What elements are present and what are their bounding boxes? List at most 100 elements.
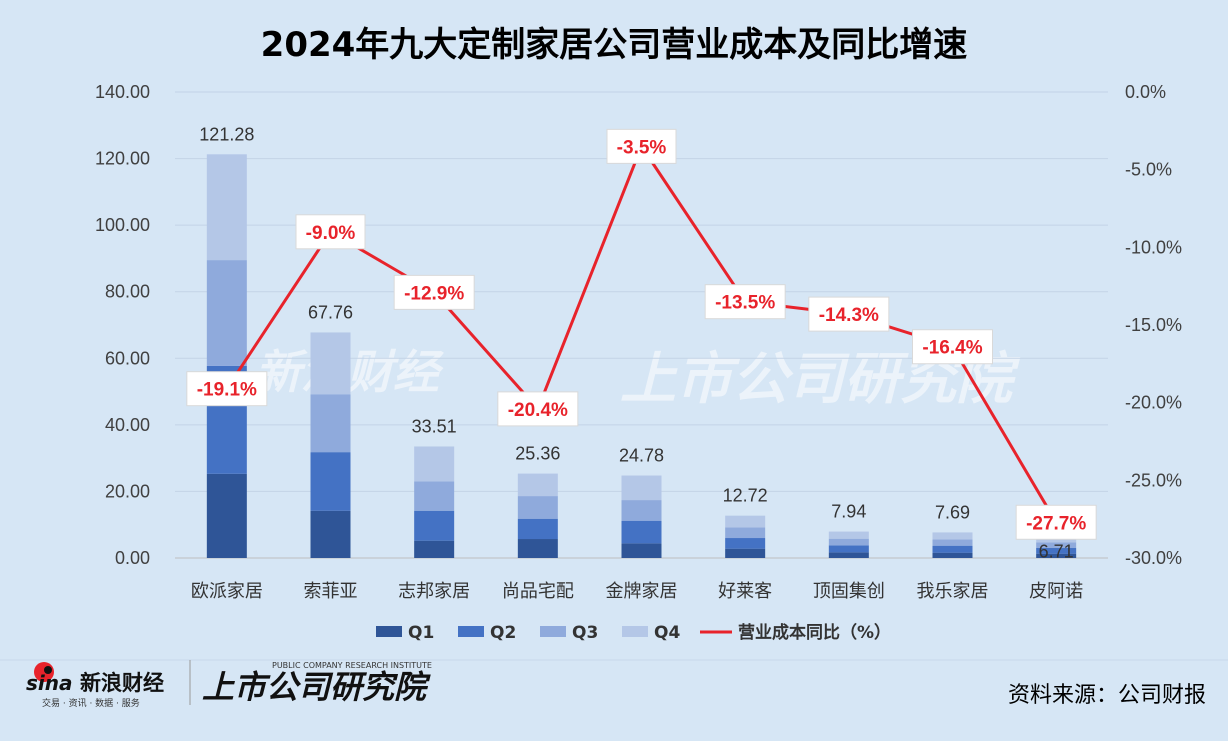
y-right-tick-label: -15.0% [1125,315,1182,335]
y-left-tick-label: 60.00 [105,348,150,368]
bar-segment-q4 [517,473,558,497]
bar-segment-q3 [828,538,869,546]
sina-pupil-icon [44,666,52,674]
bar-total-label: 12.72 [723,486,768,506]
bar-segment-q4 [725,515,766,528]
yoy-data-label: -13.5% [715,293,775,314]
bar-segment-q1 [1036,553,1077,558]
x-category-label: 欧派家居 [191,581,263,602]
bar-segment-q2 [828,545,869,553]
y-axis-left: 0.00 20.00 40.00 60.00 80.00 100.00 120.00 140.… [95,82,150,568]
source-note: 资料来源：公司财报 [1008,683,1206,708]
legend-label: Q4 [654,623,680,643]
y-right-tick-label: 0.0% [1125,82,1166,102]
institute-logo: 上市公司研究院 PUBLIC COMPANY RESEARCH INSTITUT… [202,661,432,706]
legend-label: Q1 [408,623,434,643]
bar-total-label: 25.36 [515,444,560,464]
sina-logo-sub: 交易 · 资讯 · 数据 · 服务 [42,697,140,709]
bar-segment-q3 [932,539,973,546]
y-right-tick-label: -30.0% [1125,548,1182,568]
bar-totals: 121.28 67.76 33.51 25.36 24.78 12.72 7.94 7.69 6… [199,124,1073,561]
bar-total-label: 7.94 [831,502,866,522]
yoy-data-label: -27.7% [1026,513,1086,534]
legend-swatch-q3 [540,626,566,637]
bar-segment-q3 [206,260,247,366]
institute-logo-sub: PUBLIC COMPANY RESEARCH INSTITUTE [272,661,432,670]
bar-segment-q3 [414,481,455,511]
bar-segment-q4 [932,532,973,540]
bar-segment-q4 [828,531,869,539]
y-right-tick-label: -10.0% [1125,237,1182,257]
bar-total-label: 24.78 [619,446,664,466]
legend-label: Q3 [572,623,598,643]
bar-segment-q3 [517,496,558,519]
legend: Q1 Q2 Q3 Q4 营业成本同比（%） [376,622,891,643]
bar-segment-q2 [517,518,558,540]
yoy-label-box [808,296,890,332]
x-category-label: 好莱客 [718,581,772,602]
y-left-tick-label: 120.00 [95,149,150,169]
x-category-label: 尚品宅配 [502,581,574,602]
x-category-label: 我乐家居 [917,581,989,602]
institute-logo-text: 上市公司研究院 [202,668,431,706]
bar-segment-q3 [725,527,766,539]
bar-total-label: 121.28 [199,124,254,144]
bar-segment-q2 [621,520,662,544]
yoy-data-label: -3.5% [617,137,667,158]
yoy-label-box [295,214,366,250]
yoy-data-label: -9.0% [306,223,356,244]
yoy-label-box [1015,504,1097,540]
bar-segment-q3 [310,394,351,453]
y-left-tick-label: 20.00 [105,481,150,501]
yoy-data-label: -19.1% [197,380,257,401]
bar-segment-q1 [206,473,247,558]
bar-segment-q1 [621,543,662,558]
bar-total-label: 7.69 [935,502,970,522]
y-left-tick-label: 40.00 [105,415,150,435]
y-axis-right: -30.0% -25.0% -20.0% -15.0% -10.0% -5.0% 0.0% [1125,82,1182,568]
legend-swatch-q2 [458,626,484,637]
bar-total-label: 6.71 [1039,542,1074,562]
x-category-label: 顶固集创 [813,581,885,602]
yoy-label-box [704,284,786,320]
x-category-label: 索菲亚 [304,581,358,602]
legend-label: Q2 [490,623,516,643]
x-axis-categories: 欧派家居 索菲亚 志邦家居 尚品宅配 金牌家居 好莱客 顶固集创 我乐家居 皮阿诺 [191,581,1083,602]
legend-swatch-q4 [622,626,648,637]
bars-group [206,154,1077,558]
y-left-tick-label: 80.00 [105,282,150,302]
yoy-label-box [497,391,579,427]
y-right-tick-label: -5.0% [1125,160,1172,180]
bar-segment-q2 [414,510,455,541]
bar-segment-q1 [828,552,869,558]
yoy-data-label: -20.4% [508,400,568,421]
legend-label: 营业成本同比（%） [738,622,891,643]
x-category-label: 志邦家居 [398,581,470,602]
bar-segment-q1 [932,552,973,558]
yoy-data-label: -12.9% [404,283,464,304]
watermark: 新浪财经 上市公司研究院 [255,345,1021,412]
bar-segment-q2 [932,545,973,553]
bar-segment-q4 [206,154,247,261]
yoy-line-group: -19.1% -9.0% -12.9% -20.4% -3.5% -13.5% -14.3%… [186,128,1097,540]
yoy-label-box [912,329,993,365]
sina-logo-text: 新浪财经 [80,671,164,695]
y-right-tick-label: -20.0% [1125,393,1182,413]
y-left-tick-label: 140.00 [95,82,150,102]
bar-segment-q1 [725,548,766,558]
yoy-label-box [606,128,677,164]
yoy-label-box [393,274,475,310]
yoy-label-box [186,371,268,407]
x-category-label: 皮阿诺 [1029,581,1083,602]
yoy-data-label: -16.4% [922,338,982,359]
bar-total-label: 33.51 [412,416,457,436]
bar-segment-q1 [414,540,455,558]
chart-title: 2024年九大定制家居公司营业成本及同比增速 [261,25,968,65]
bar-segment-q2 [725,538,766,549]
legend-swatch-q1 [376,626,402,637]
bar-segment-q3 [1036,542,1077,549]
yoy-data-label: -14.3% [819,305,879,326]
bar-segment-q1 [517,539,558,558]
bar-segment-q4 [310,332,351,395]
